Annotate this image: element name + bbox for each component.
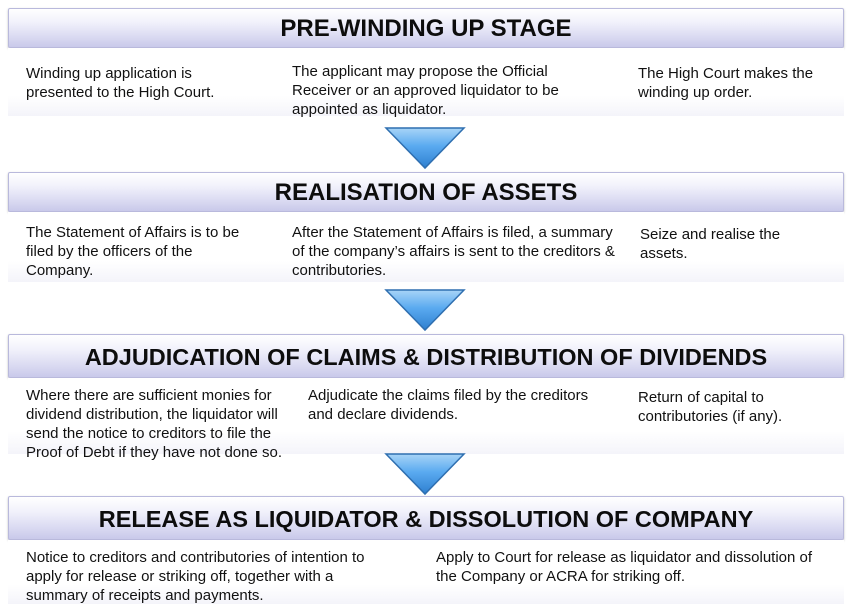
stage-2-title: REALISATION OF ASSETS bbox=[274, 179, 578, 206]
stage-2-header: REALISATION OF ASSETS bbox=[8, 172, 844, 212]
down-arrow-icon bbox=[384, 453, 466, 496]
stage-1-header: PRE-WINDING UP STAGE bbox=[8, 8, 844, 48]
stage-1-step-1: Winding up application is presented to t… bbox=[26, 65, 215, 101]
down-arrow-icon bbox=[384, 289, 466, 332]
stage-3-step-3: Return of capital to contributories (if … bbox=[638, 389, 783, 425]
stage-2-body: The Statement of Affairs is to be filed … bbox=[8, 212, 844, 282]
stage-3-step-2: Adjudicate the claims filed by the credi… bbox=[308, 387, 589, 423]
stage-2-step-2: After the Statement of Affairs is filed,… bbox=[292, 224, 615, 279]
stage-3-header: ADJUDICATION OF CLAIMS & DISTRIBUTION OF… bbox=[8, 334, 844, 378]
stage-1-body: Winding up application is presented to t… bbox=[8, 48, 844, 118]
stage-4-header: RELEASE AS LIQUIDATOR & DISSOLUTION OF C… bbox=[8, 496, 844, 540]
stage-4-step-2: Apply to Court for release as liquidator… bbox=[436, 549, 813, 585]
stage-4-title: RELEASE AS LIQUIDATOR & DISSOLUTION OF C… bbox=[98, 506, 754, 532]
stage-3-step-1: Where there are sufficient monies for di… bbox=[26, 387, 282, 461]
stage-1-title: PRE-WINDING UP STAGE bbox=[280, 15, 572, 42]
stage-1-step-3: The High Court makes the winding up orde… bbox=[638, 65, 814, 101]
stage-2-step-1: The Statement of Affairs is to be filed … bbox=[26, 224, 240, 279]
down-arrow-icon bbox=[384, 127, 466, 170]
stage-2-step-3: Seize and realise the assets. bbox=[640, 226, 781, 262]
stage-3-title: ADJUDICATION OF CLAIMS & DISTRIBUTION OF… bbox=[84, 344, 768, 370]
stage-3-body: Where there are sufficient monies for di… bbox=[8, 378, 844, 461]
stage-1-step-2: The applicant may propose the Official R… bbox=[292, 63, 559, 118]
stage-4-step-1: Notice to creditors and contributories o… bbox=[26, 549, 365, 604]
stage-4-body: Notice to creditors and contributories o… bbox=[8, 540, 844, 604]
